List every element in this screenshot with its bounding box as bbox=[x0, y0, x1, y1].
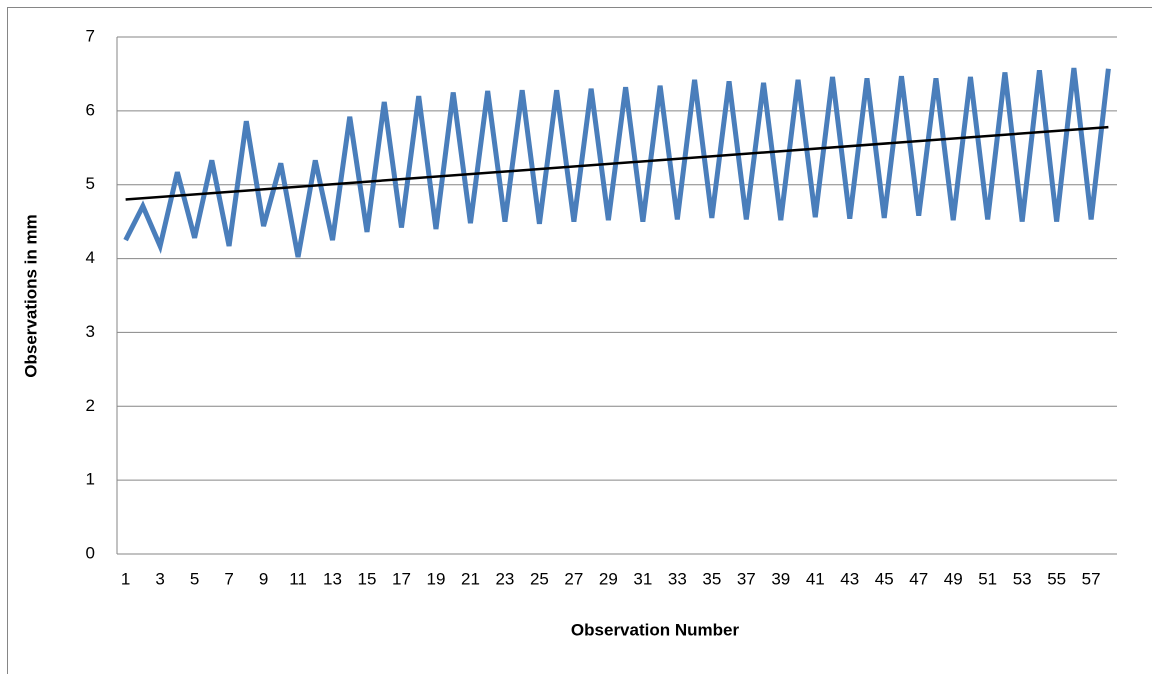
x-tick-label: 31 bbox=[633, 569, 652, 588]
x-tick-label: 33 bbox=[668, 569, 687, 588]
x-tick-label: 45 bbox=[875, 569, 894, 588]
x-tick-label: 15 bbox=[358, 569, 377, 588]
x-tick-label: 41 bbox=[806, 569, 825, 588]
x-tick-label: 3 bbox=[155, 569, 164, 588]
x-tick-label: 53 bbox=[1013, 569, 1032, 588]
x-tick-label: 13 bbox=[323, 569, 342, 588]
data-line bbox=[123, 67, 1111, 258]
x-tick-label: 43 bbox=[840, 569, 859, 588]
y-tick-label: 0 bbox=[86, 543, 95, 562]
x-axis-label: Observation Number bbox=[571, 620, 740, 639]
x-tick-label: 25 bbox=[530, 569, 549, 588]
x-tick-label: 29 bbox=[599, 569, 618, 588]
y-axis-label: Observations in mm bbox=[21, 214, 40, 377]
x-tick-label: 7 bbox=[224, 569, 233, 588]
x-tick-label: 9 bbox=[259, 569, 268, 588]
y-tick-label: 7 bbox=[86, 26, 95, 45]
y-tick-label: 3 bbox=[86, 322, 95, 341]
x-tick-label: 57 bbox=[1082, 569, 1101, 588]
x-tick-label: 21 bbox=[461, 569, 480, 588]
x-tick-label: 11 bbox=[289, 569, 307, 588]
x-tick-label: 51 bbox=[978, 569, 997, 588]
y-tick-label: 5 bbox=[86, 174, 95, 193]
trend-line bbox=[125, 125, 1109, 201]
x-tick-label: 19 bbox=[427, 569, 446, 588]
y-tick-label: 1 bbox=[86, 470, 95, 489]
x-tick-label: 55 bbox=[1047, 569, 1066, 588]
x-tick-label: 1 bbox=[121, 569, 130, 588]
x-tick-label: 37 bbox=[737, 569, 756, 588]
x-tick-label: 39 bbox=[771, 569, 790, 588]
x-tick-label: 49 bbox=[944, 569, 963, 588]
x-tick-label: 35 bbox=[702, 569, 721, 588]
y-tick-label: 4 bbox=[86, 248, 95, 267]
y-tick-label: 6 bbox=[86, 100, 95, 119]
x-tick-label: 27 bbox=[564, 569, 583, 588]
chart-frame bbox=[7, 7, 1152, 674]
x-tick-label: 17 bbox=[392, 569, 411, 588]
y-tick-label: 2 bbox=[86, 396, 95, 415]
x-tick-label: 23 bbox=[495, 569, 514, 588]
x-tick-label: 5 bbox=[190, 569, 199, 588]
x-tick-label: 47 bbox=[909, 569, 928, 588]
